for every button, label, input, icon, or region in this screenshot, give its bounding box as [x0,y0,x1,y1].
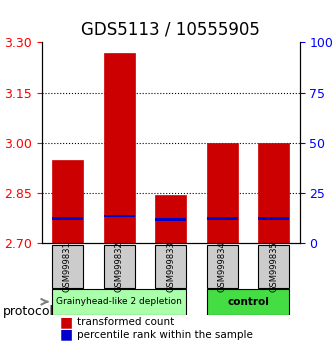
Bar [52,160,83,243]
Text: GSM999831: GSM999831 [63,241,72,292]
Bar [155,218,186,221]
Text: transformed count: transformed count [77,317,174,327]
FancyBboxPatch shape [52,245,83,288]
Text: control: control [227,297,269,307]
FancyBboxPatch shape [207,289,289,315]
Text: ■: ■ [60,315,73,329]
Bar [155,195,186,243]
FancyBboxPatch shape [104,245,135,288]
Bar [258,217,289,219]
Bar [207,143,238,243]
FancyBboxPatch shape [258,245,289,288]
Text: Grainyhead-like 2 depletion: Grainyhead-like 2 depletion [56,297,182,306]
Text: ■: ■ [60,327,73,342]
FancyBboxPatch shape [155,245,186,288]
Bar [258,143,289,243]
Bar [104,215,135,217]
Bar [104,52,135,243]
FancyBboxPatch shape [52,289,186,315]
FancyBboxPatch shape [207,245,238,288]
Text: GSM999835: GSM999835 [269,241,278,292]
Bar [207,217,238,219]
Bar [52,217,83,219]
Title: GDS5113 / 10555905: GDS5113 / 10555905 [81,20,260,38]
Text: protocol: protocol [3,305,54,318]
Text: GSM999832: GSM999832 [115,241,124,292]
Text: percentile rank within the sample: percentile rank within the sample [77,330,252,339]
Text: GSM999834: GSM999834 [218,241,227,292]
Text: GSM999833: GSM999833 [166,241,175,292]
